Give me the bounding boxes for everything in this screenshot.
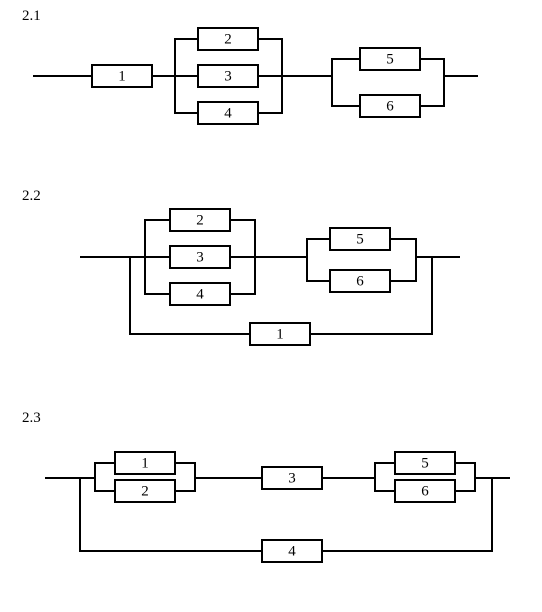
diagram-3-block-1-label: 1 <box>141 455 149 471</box>
diagram-3-block-3: 3 <box>262 467 322 489</box>
diagram-3-block-2-label: 2 <box>141 483 149 499</box>
diagram-1-block-6-label: 6 <box>386 98 394 114</box>
diagram-1: 2.1 1 2 3 4 5 6 <box>22 8 478 124</box>
diagram-1-block-1: 1 <box>92 65 152 87</box>
diagram-2-block-6-label: 6 <box>356 273 364 289</box>
diagram-1-wire-9 <box>332 76 360 106</box>
diagram-1-wire-10 <box>420 76 444 106</box>
diagram-3-wire-2 <box>175 463 195 478</box>
diagram-3-wire-8 <box>455 463 475 478</box>
diagram-2-block-1-label: 1 <box>276 326 284 342</box>
diagram-3-wire-4 <box>175 478 195 491</box>
diagram-3-block-5: 5 <box>395 452 455 474</box>
diagram-2-wire-7 <box>390 239 416 257</box>
diagram-1-wire-3 <box>175 39 198 76</box>
diagram-2-wire-6 <box>295 239 330 257</box>
diagram-1-wire-6 <box>258 76 282 113</box>
diagram-1-block-1-label: 1 <box>118 68 126 84</box>
diagram-2-block-3-label: 3 <box>196 249 204 265</box>
diagram-1-block-6: 6 <box>360 95 420 117</box>
diagram-3-title: 2.3 <box>22 410 41 426</box>
diagram-3-block-6: 6 <box>395 480 455 502</box>
diagram-3-wire-10 <box>455 478 475 491</box>
diagram-2-wire-4 <box>230 257 255 294</box>
diagram-2-wire-2 <box>230 220 255 257</box>
diagram-1-block-2: 2 <box>198 28 258 50</box>
diagram-3-block-4-label: 4 <box>288 543 296 559</box>
diagram-1-wire-4 <box>258 39 282 76</box>
diagram-2-wire-8 <box>307 257 330 281</box>
diagram-2-block-5-label: 5 <box>356 231 364 247</box>
diagram-3-block-6-label: 6 <box>421 483 429 499</box>
diagram-1-block-4-label: 4 <box>224 105 232 121</box>
diagram-2-wire-3 <box>145 257 170 294</box>
diagram-3-wire-9 <box>375 478 395 491</box>
diagram-2: 2.2 2 3 4 5 6 1 <box>22 188 460 345</box>
diagram-2-block-1: 1 <box>250 323 310 345</box>
diagram-3-wire-3 <box>95 478 115 491</box>
diagram-1-block-3-label: 3 <box>224 68 232 84</box>
diagram-2-block-2: 2 <box>170 209 230 231</box>
diagram-1-block-5-label: 5 <box>386 51 394 67</box>
diagram-3-wire-7 <box>375 463 395 478</box>
diagram-1-wire-8 <box>420 59 444 76</box>
diagram-2-block-6: 6 <box>330 270 390 292</box>
diagram-3-block-4: 4 <box>262 540 322 562</box>
diagram-2-block-4-label: 4 <box>196 286 204 302</box>
diagram-2-title: 2.2 <box>22 188 41 204</box>
diagram-1-wire-7 <box>320 59 360 76</box>
diagram-2-wire-1 <box>145 220 170 257</box>
diagram-2-wire-12 <box>310 257 432 334</box>
diagram-1-block-3: 3 <box>198 65 258 87</box>
diagram-3-block-5-label: 5 <box>421 455 429 471</box>
diagram-2-block-2-label: 2 <box>196 212 204 228</box>
diagram-1-title: 2.1 <box>22 8 41 24</box>
diagram-3: 2.3 1 2 3 5 6 4 <box>22 410 510 562</box>
diagram-1-wire-5 <box>175 76 198 113</box>
diagram-1-block-5: 5 <box>360 48 420 70</box>
diagram-3-block-3-label: 3 <box>288 470 296 486</box>
diagram-3-block-1: 1 <box>115 452 175 474</box>
diagram-1-block-4: 4 <box>198 102 258 124</box>
diagram-2-block-4: 4 <box>170 283 230 305</box>
diagram-2-block-3: 3 <box>170 246 230 268</box>
diagram-3-block-2: 2 <box>115 480 175 502</box>
diagram-2-block-5: 5 <box>330 228 390 250</box>
diagram-2-wire-9 <box>390 257 416 281</box>
diagram-3-wire-1 <box>95 463 115 478</box>
diagram-1-block-2-label: 2 <box>224 31 232 47</box>
